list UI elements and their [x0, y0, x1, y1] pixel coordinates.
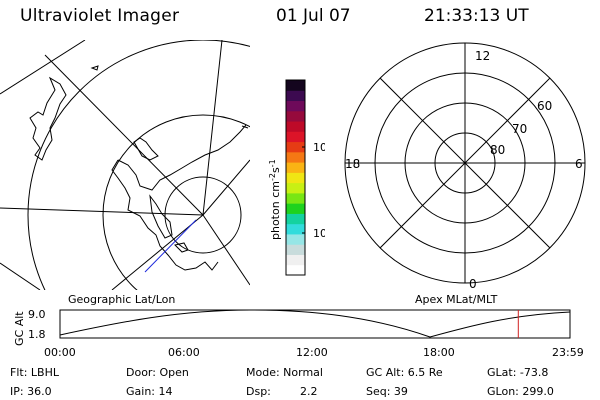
colorbar-cell — [286, 141, 305, 153]
map-coastline — [111, 159, 219, 271]
colorbar-cell — [286, 110, 305, 122]
colorbar-cell — [286, 131, 305, 143]
polar-mlt-label: 12 — [475, 49, 490, 63]
colorbar-unit-exp: -1 — [268, 159, 277, 167]
colorbar-cell — [286, 233, 305, 245]
map-meridian — [202, 40, 223, 216]
app-title: Ultraviolet Imager — [20, 6, 180, 26]
colorbar-cell — [286, 151, 305, 163]
map-meridian — [202, 214, 250, 286]
map-meridian — [202, 159, 250, 216]
glon-readout: GLon: 299.0 — [487, 385, 554, 398]
mode-readout: Mode: Normal — [246, 366, 323, 379]
map-island — [90, 65, 99, 71]
time-axis-tick: 12:00 — [296, 346, 328, 359]
time-axis-tick: 23:59 — [552, 346, 584, 359]
polar-lat-label: 70 — [512, 122, 527, 136]
colorbar-cell — [286, 90, 305, 102]
map-coastline — [133, 137, 159, 161]
polar-mlt-label: 0 — [469, 277, 477, 290]
orbit-ymax-label: 9.0 — [28, 308, 46, 321]
polar-plot: 12 0 18 6 60 70 80 — [344, 42, 586, 290]
colorbar-tick-label: 10 — [313, 227, 325, 240]
colorbar-cell — [286, 162, 305, 173]
orbit-altitude-curve — [59, 309, 571, 338]
orbit-track — [144, 219, 197, 273]
colorbar-cell — [286, 203, 305, 214]
colorbar-unit-label: photon cm-2s-1 — [268, 159, 282, 240]
map-lat-circle — [164, 176, 242, 254]
dsp-readout-value: 2.2 — [300, 385, 318, 398]
polar-lat-label: 60 — [537, 99, 552, 113]
date-label: 01 Jul 07 — [276, 6, 351, 26]
colorbar-cell — [286, 172, 305, 184]
gain-readout: Gain: 14 — [126, 385, 173, 398]
colorbar: 100 10 photon cm-2s-1 — [268, 79, 325, 276]
colorbar-unit-exp: -2 — [268, 173, 277, 181]
gc-alt-readout: GC Alt: 6.5 Re — [366, 366, 443, 379]
map-coastline — [174, 242, 189, 253]
colorbar-cell — [286, 80, 305, 91]
map-meridian — [0, 207, 204, 216]
door-readout: Door: Open — [126, 366, 189, 379]
orbit-altitude-plot: GC Alt 9.0 1.8 — [13, 308, 571, 346]
time-axis-tick: 18:00 — [423, 346, 455, 359]
colorbar-cell — [286, 100, 305, 112]
geographic-caption: Geographic Lat/Lon — [68, 293, 176, 306]
colorbar-unit-text: s — [269, 167, 282, 173]
polar-mlt-label: 6 — [575, 157, 583, 171]
orbit-ymin-label: 1.8 — [28, 328, 46, 341]
map-meridian — [0, 40, 86, 95]
colorbar-unit-text: photon cm — [269, 181, 282, 240]
colorbar-cell — [286, 264, 305, 276]
colorbar-cell — [286, 192, 305, 204]
polar-diagonal — [379, 77, 551, 249]
ip-readout: IP: 36.0 — [10, 385, 52, 398]
time-axis-tick: 06:00 — [168, 346, 200, 359]
sequence-readout: Seq: 39 — [366, 385, 408, 398]
colorbar-tick-label: 100 — [313, 141, 325, 154]
orbit-axis-label: GC Alt — [13, 311, 26, 346]
map-lat-circle — [27, 40, 250, 290]
time-label: 21:33:13 UT — [424, 6, 529, 26]
map-coastline — [241, 125, 249, 129]
geographic-map — [0, 40, 250, 290]
map-coastline — [117, 124, 247, 191]
colorbar-cell — [286, 213, 305, 225]
colorbar-cell — [286, 121, 305, 132]
orbit-plot-frame — [59, 309, 571, 339]
colorbar-cell — [286, 254, 305, 266]
polar-mlt-label: 18 — [345, 157, 360, 171]
time-axis-tick: 00:00 — [44, 346, 76, 359]
colorbar-cell — [286, 223, 305, 235]
polar-lat-label: 80 — [490, 143, 505, 157]
map-coastline — [29, 76, 67, 161]
glat-readout: GLat: -73.8 — [487, 366, 549, 379]
map-meridian — [0, 262, 41, 290]
map-coastline — [149, 194, 173, 239]
map-meridian — [111, 214, 204, 290]
map-meridian — [44, 54, 204, 216]
colorbar-cell — [286, 244, 305, 255]
apex-caption: Apex MLat/MLT — [415, 293, 498, 306]
colorbar-frame — [285, 79, 306, 276]
colorbar-cell — [286, 182, 305, 194]
filter-readout: Flt: LBHL — [10, 366, 59, 379]
dsp-readout-label: Dsp: — [246, 385, 271, 398]
map-lat-circle — [102, 114, 250, 290]
